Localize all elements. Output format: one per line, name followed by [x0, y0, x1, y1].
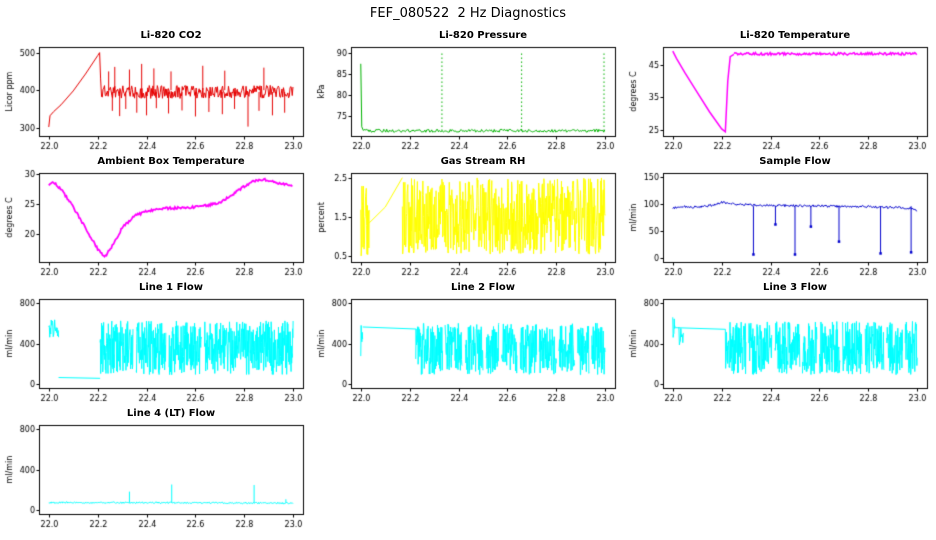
chart-canvas: [3, 420, 309, 532]
chart-title: Li-820 Temperature: [739, 30, 851, 41]
chart-canvas: [315, 42, 621, 154]
chart-title: Ambient Box Temperature: [97, 156, 245, 167]
chart-canvas: [3, 168, 309, 280]
chart-canvas: [3, 42, 309, 154]
chart-title: Sample Flow: [759, 156, 831, 167]
chart-ambient-box-temperature: Ambient Box Temperature: [0, 154, 312, 280]
chart-title: Line 3 Flow: [763, 282, 827, 293]
chart-title: Line 2 Flow: [451, 282, 515, 293]
chart-title: Line 4 (LT) Flow: [126, 408, 216, 419]
chart-title: Line 1 Flow: [139, 282, 203, 293]
chart-line-3-flow: Line 3 Flow: [624, 280, 936, 406]
chart-title: Li-820 CO2: [140, 30, 202, 41]
figure-title: FEF_080522 2 Hz Diagnostics: [369, 6, 567, 21]
chart-canvas: [627, 42, 933, 154]
chart-line-4-lt-flow: Line 4 (LT) Flow: [0, 406, 312, 532]
chart-canvas: [315, 168, 621, 280]
chart-gas-stream-rh: Gas Stream RH: [312, 154, 624, 280]
chart-line-2-flow: Line 2 Flow: [312, 280, 624, 406]
chart-line-1-flow: Line 1 Flow: [0, 280, 312, 406]
chart-canvas: [315, 294, 621, 406]
chart-title: Gas Stream RH: [440, 156, 526, 167]
chart-sample-flow: Sample Flow: [624, 154, 936, 280]
chart-li-820-pressure: Li-820 Pressure: [312, 28, 624, 154]
charts-grid: Li-820 CO2 Li-820 Pressure Li-820 Temper…: [0, 28, 936, 532]
chart-li-820-temperature: Li-820 Temperature: [624, 28, 936, 154]
chart-title: Li-820 Pressure: [438, 30, 528, 41]
chart-canvas: [627, 168, 933, 280]
chart-li-820-co2: Li-820 CO2: [0, 28, 312, 154]
chart-canvas: [627, 294, 933, 406]
chart-canvas: [3, 294, 309, 406]
